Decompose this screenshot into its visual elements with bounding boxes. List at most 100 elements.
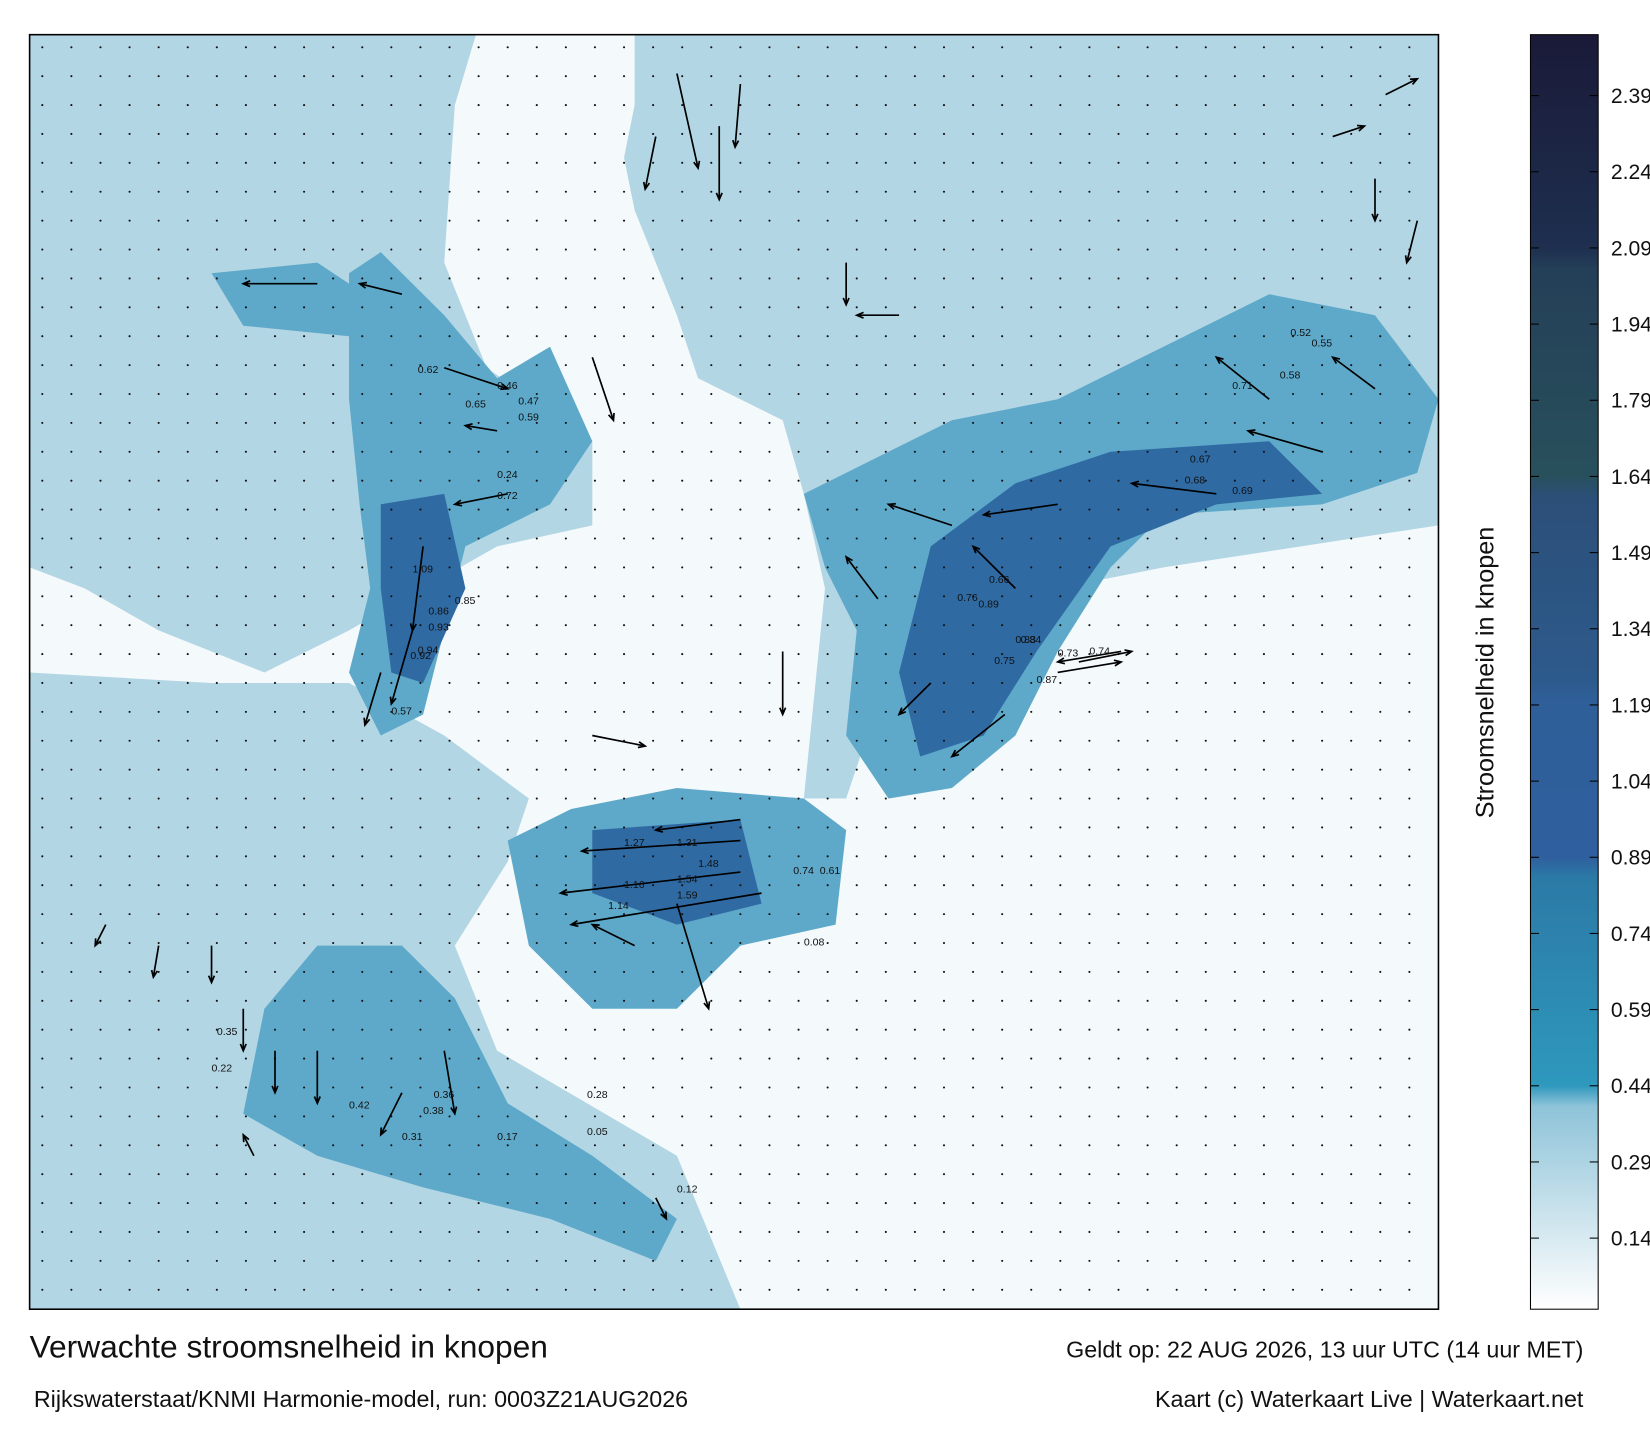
dot <box>739 855 742 858</box>
current-label: 0.72 <box>497 490 518 502</box>
dot <box>506 104 509 107</box>
arrow <box>1214 355 1270 400</box>
dot <box>41 46 44 49</box>
dot <box>244 595 247 598</box>
dot <box>419 392 422 396</box>
dot <box>593 508 597 511</box>
dot <box>1233 1144 1236 1147</box>
dot <box>884 1144 887 1147</box>
dot <box>419 1288 422 1291</box>
dot <box>884 595 887 598</box>
arrow <box>1057 659 1124 674</box>
dot <box>1204 941 1207 945</box>
dot <box>332 681 335 685</box>
dot <box>1088 161 1091 164</box>
dot <box>244 624 247 627</box>
dot <box>681 797 684 800</box>
dot <box>477 46 480 49</box>
dot <box>739 306 742 309</box>
dot <box>70 566 73 569</box>
dot <box>419 999 422 1002</box>
dot <box>797 855 800 858</box>
dot <box>535 132 538 136</box>
dot <box>564 653 567 656</box>
dot <box>1350 1202 1353 1205</box>
dot <box>797 624 800 627</box>
dot <box>564 537 567 540</box>
dot <box>884 941 887 945</box>
dot <box>1321 421 1324 424</box>
dot <box>390 1028 393 1031</box>
dot <box>186 624 189 627</box>
dot <box>448 364 451 367</box>
dot <box>332 219 335 222</box>
dot <box>1146 681 1149 685</box>
dot <box>884 855 887 858</box>
dot <box>826 710 829 713</box>
dot <box>564 421 567 424</box>
dot <box>1001 75 1004 78</box>
dot <box>506 161 509 164</box>
dot <box>622 710 626 713</box>
dot <box>244 566 247 569</box>
dot <box>1350 1173 1353 1176</box>
current-label: 0.83 <box>1015 634 1036 646</box>
dot <box>1233 624 1236 627</box>
dot <box>564 1288 567 1291</box>
dot <box>681 855 684 858</box>
dot <box>244 277 247 280</box>
dot <box>1088 855 1091 858</box>
dot <box>535 421 538 424</box>
dot <box>797 797 800 800</box>
dot <box>99 132 102 136</box>
dot <box>419 855 422 858</box>
dot <box>157 797 160 800</box>
dot <box>1350 1288 1353 1291</box>
arrow <box>207 945 216 985</box>
dot <box>942 132 946 136</box>
dot <box>913 826 916 829</box>
dot <box>215 941 218 945</box>
dot <box>593 1230 597 1234</box>
dot <box>1350 855 1353 858</box>
dot <box>186 277 189 280</box>
dot <box>1408 1028 1411 1031</box>
dot <box>99 537 102 540</box>
dot <box>1030 421 1033 424</box>
dot <box>128 392 131 396</box>
dot <box>1291 190 1295 193</box>
dot <box>1233 826 1236 829</box>
dot <box>1117 970 1120 973</box>
dot <box>1088 335 1091 338</box>
dot <box>1001 1115 1004 1118</box>
dot <box>1001 132 1004 136</box>
dot <box>303 1202 306 1205</box>
dot <box>768 190 771 193</box>
current-label: 0.46 <box>497 380 518 392</box>
dot <box>622 479 626 482</box>
dot <box>303 710 306 713</box>
dot <box>710 999 713 1002</box>
dot <box>361 999 364 1002</box>
dot <box>564 1115 567 1118</box>
dot <box>1321 913 1324 916</box>
dot <box>419 653 422 656</box>
dot <box>681 306 684 309</box>
dot <box>593 335 597 338</box>
dot <box>244 653 247 656</box>
dot <box>128 1144 131 1147</box>
dot <box>913 46 916 49</box>
dot <box>41 335 44 338</box>
dot <box>1408 46 1411 49</box>
dot <box>448 797 451 800</box>
dot <box>768 1086 771 1089</box>
dot <box>1379 248 1382 251</box>
dot <box>273 190 277 193</box>
dot <box>70 1057 73 1060</box>
dot <box>361 1144 364 1147</box>
dot <box>884 1202 887 1205</box>
dot <box>710 1259 713 1262</box>
dot <box>1321 1028 1324 1031</box>
dot <box>564 1144 567 1147</box>
dot <box>942 537 946 540</box>
